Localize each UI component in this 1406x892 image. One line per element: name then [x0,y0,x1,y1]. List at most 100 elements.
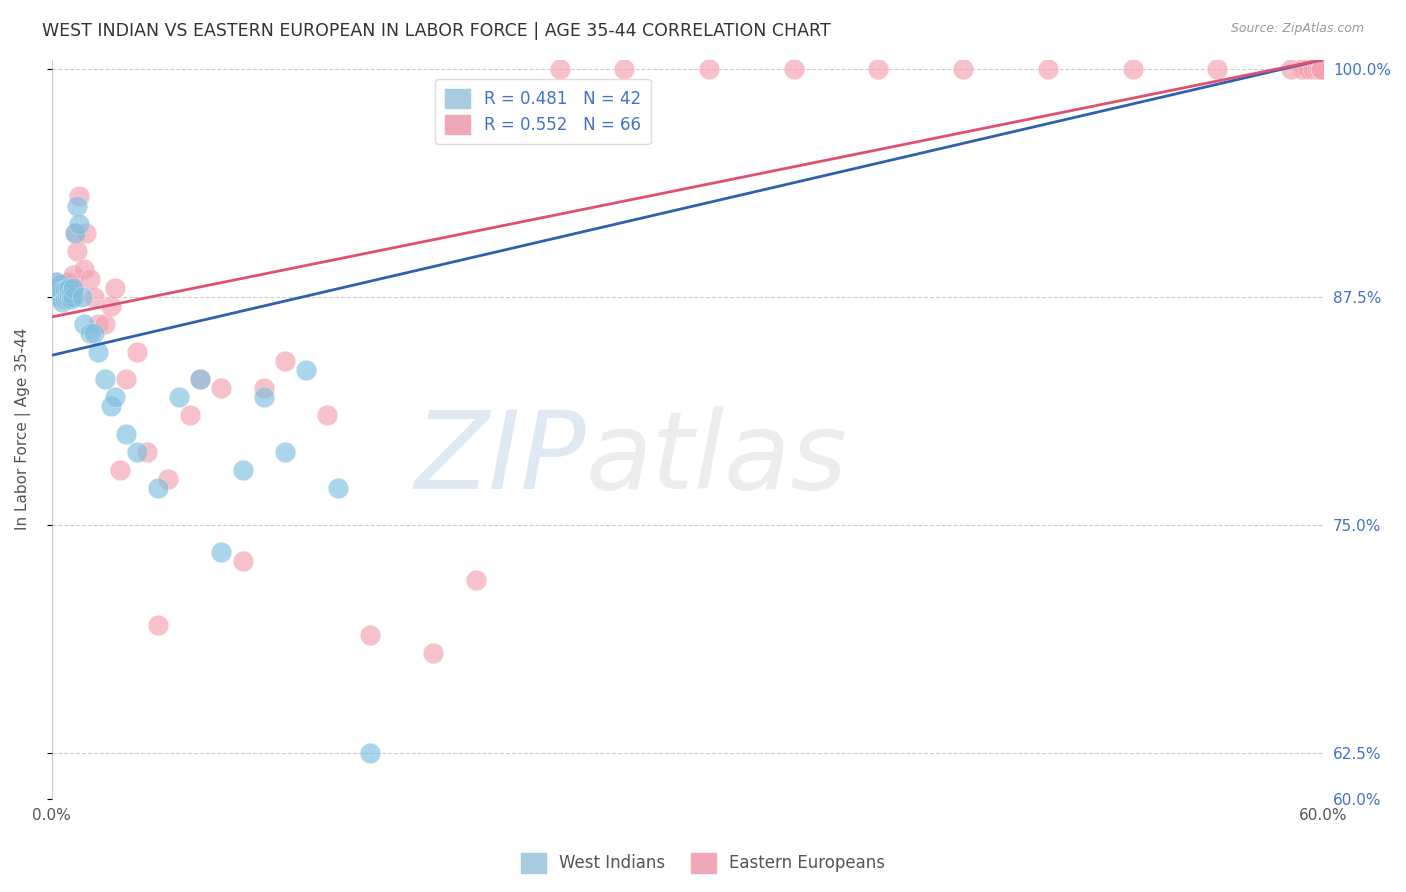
Point [108,463,131,477]
Point [1206,62,1229,76]
Point [1310,62,1333,76]
Point [55,277,77,291]
Point [697,62,720,76]
Point [188,372,211,386]
Point [45,286,67,301]
Point [1302,62,1324,76]
Point [45,275,67,289]
Point [49,290,72,304]
Point [253,381,276,395]
Point [46,288,69,302]
Point [46,286,69,301]
Point [53,279,76,293]
Point [49,283,72,297]
Point [188,372,211,386]
Point [59,290,82,304]
Point [46,281,69,295]
Point [115,372,138,386]
Y-axis label: In Labor Force | Age 35-44: In Labor Force | Age 35-44 [15,328,31,531]
Point [66,199,89,213]
Point [359,746,381,760]
Point [100,400,122,414]
Point [59,286,82,301]
Point [83,290,105,304]
Point [209,381,232,395]
Point [53,292,76,306]
Point [42,285,65,299]
Point [51,292,73,306]
Point [125,445,148,459]
Point [46,277,69,291]
Point [63,226,86,240]
Point [87,344,110,359]
Point [274,445,297,459]
Point [1298,62,1320,76]
Point [316,409,339,423]
Point [179,409,201,423]
Point [1308,62,1330,76]
Point [58,286,80,301]
Point [51,281,73,295]
Point [63,226,86,240]
Point [62,290,84,304]
Point [70,290,93,304]
Point [146,482,169,496]
Point [94,372,117,386]
Point [209,545,232,559]
Point [274,353,297,368]
Point [1281,62,1303,76]
Point [359,627,381,641]
Point [1122,62,1144,76]
Point [253,390,276,404]
Point [67,217,90,231]
Point [104,281,127,295]
Point [55,288,77,302]
Point [232,554,254,568]
Point [72,262,94,277]
Point [100,299,122,313]
Point [53,283,76,297]
Point [42,281,65,295]
Point [58,288,80,302]
Point [51,285,73,299]
Point [104,390,127,404]
Point [1310,62,1333,76]
Text: WEST INDIAN VS EASTERN EUROPEAN IN LABOR FORCE | AGE 35-44 CORRELATION CHART: WEST INDIAN VS EASTERN EUROPEAN IN LABOR… [42,22,831,40]
Point [952,62,974,76]
Point [1306,62,1329,76]
Point [83,326,105,341]
Point [868,62,890,76]
Point [66,244,89,259]
Point [62,281,84,295]
Point [157,472,180,486]
Point [125,344,148,359]
Text: atlas: atlas [586,406,848,511]
Point [464,573,486,587]
Point [326,482,349,496]
Point [550,62,572,76]
Text: Source: ZipAtlas.com: Source: ZipAtlas.com [1230,22,1364,36]
Point [58,281,80,295]
Point [79,326,101,341]
Point [1310,62,1333,76]
Point [1036,62,1059,76]
Point [51,295,73,310]
Point [232,463,254,477]
Point [79,271,101,285]
Point [55,283,77,297]
Point [146,618,169,632]
Point [1291,62,1313,76]
Point [782,62,804,76]
Legend: R = 0.481   N = 42, R = 0.552   N = 66: R = 0.481 N = 42, R = 0.552 N = 66 [436,79,651,145]
Point [45,275,67,289]
Point [167,390,190,404]
Point [55,290,77,304]
Point [49,288,72,302]
Point [67,189,90,203]
Point [1310,62,1333,76]
Point [115,426,138,441]
Point [72,317,94,331]
Legend: West Indians, Eastern Europeans: West Indians, Eastern Europeans [515,847,891,880]
Point [1310,62,1333,76]
Point [49,277,72,291]
